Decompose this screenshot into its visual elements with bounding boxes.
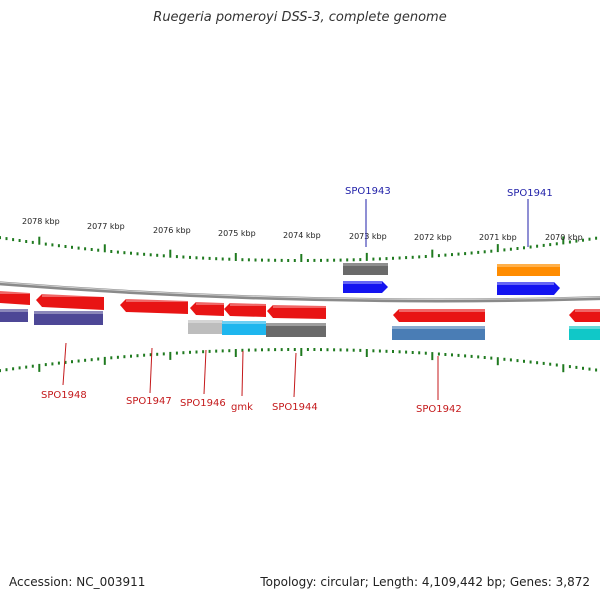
tick-marks-outer	[0, 236, 598, 262]
gene-arrow-spo1944[interactable]	[267, 305, 326, 319]
gene-arrow-spo1943[interactable]	[343, 281, 388, 293]
tick-label: 2076 kbp	[153, 226, 191, 235]
cog-box-spo1948[interactable]	[34, 311, 103, 325]
gene-arrow-spo1941[interactable]	[497, 282, 560, 295]
cog-box-spo1946[interactable]	[188, 320, 223, 334]
genome-title: Ruegeria pomeroyi DSS-3, complete genome	[153, 10, 447, 25]
gene-arrow-right-edge[interactable]	[569, 309, 600, 322]
leader-line-gmk	[241, 350, 244, 397]
gene-highlights	[0, 281, 600, 329]
cog-box-right-edge[interactable]	[569, 326, 600, 340]
tick-label: 2070 kbp	[545, 233, 583, 242]
gene-label-spo1942[interactable]: SPO1942	[416, 404, 462, 415]
gene-label-spo1946[interactable]: SPO1946	[180, 398, 226, 409]
gene-label-gmk[interactable]: gmk	[231, 402, 253, 413]
gene-arrow-gmk[interactable]	[224, 303, 266, 317]
tick-marks-inner	[0, 348, 598, 373]
gene-label-spo1941[interactable]: SPO1941	[507, 188, 553, 199]
topology-summary-text: Topology: circular; Length: 4,109,442 bp…	[260, 575, 590, 589]
accession-text: Accession: NC_003911	[9, 575, 146, 589]
leader-line-spo1946	[203, 349, 207, 395]
cog-box-spo1942[interactable]	[392, 326, 485, 340]
forward-strand-genes	[343, 263, 560, 295]
gene-arrow-spo1942[interactable]	[393, 309, 485, 322]
tick-label: 2072 kbp	[414, 233, 452, 242]
genome-backbone-highlight	[0, 281, 600, 300]
gene-arrow-spo1946[interactable]	[190, 302, 224, 316]
gene-arrow-spo1948[interactable]	[36, 294, 104, 310]
cog-box-spo1943-shade	[343, 263, 388, 266]
gene-label-spo1944[interactable]: SPO1944	[272, 402, 318, 413]
tick-label: 2073 kbp	[349, 232, 387, 241]
cog-box-left-edge[interactable]	[0, 309, 28, 322]
leader-line-spo1948	[62, 342, 67, 386]
gene-label-spo1943[interactable]: SPO1943	[345, 186, 391, 197]
tick-label: 2077 kbp	[87, 222, 125, 231]
reverse-strand-genes	[0, 291, 600, 340]
gene-label-spo1947[interactable]: SPO1947	[126, 396, 172, 407]
leader-line-spo1947	[149, 347, 153, 394]
cog-box-spo1944[interactable]	[266, 323, 326, 337]
gene-arrow-left-edge[interactable]	[0, 291, 30, 305]
gene-label-spo1948[interactable]: SPO1948	[41, 390, 87, 401]
leader-line-spo1944	[293, 352, 297, 398]
cog-box-gmk[interactable]	[222, 321, 266, 335]
tick-label: 2071 kbp	[479, 233, 517, 242]
tick-label: 2074 kbp	[283, 231, 321, 240]
cog-box-spo1941-shade	[497, 264, 560, 267]
gene-arrow-spo1947[interactable]	[120, 299, 188, 314]
tick-label: 2075 kbp	[218, 229, 256, 238]
tick-label: 2078 kbp	[22, 217, 60, 226]
genome-backbone	[0, 281, 600, 303]
